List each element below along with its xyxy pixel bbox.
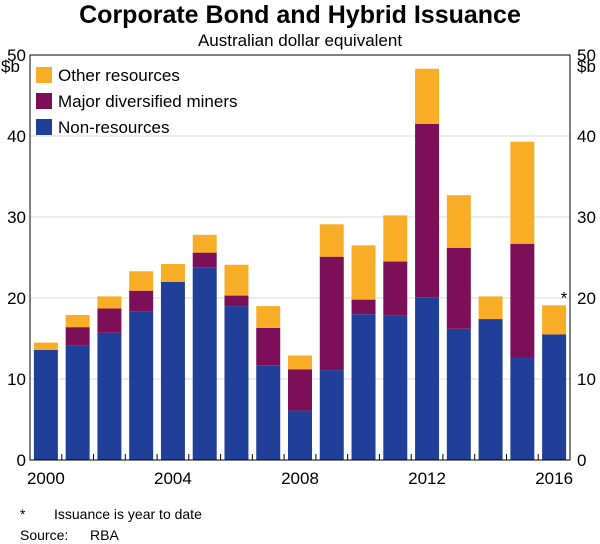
bar-non-resources-2000 [33,349,58,460]
bar-major-diversified-miners-2007 [256,327,281,366]
bar-other-resources-2015 [510,141,535,244]
bar-non-resources-2005 [192,267,217,460]
bar-non-resources-2013 [446,328,471,460]
y-tick-label-right: 10 [577,370,596,389]
bar-other-resources-2001 [65,315,90,328]
bar-other-resources-2002 [97,296,122,309]
bar-non-resources-2007 [256,365,281,460]
bar-major-diversified-miners-2010 [351,299,376,315]
legend-label: Major diversified miners [58,92,238,111]
y-tick-label-right: 30 [577,208,596,227]
bar-non-resources-2001 [65,345,90,460]
source-text: RBA [90,527,119,543]
footnote-text: Issuance is year to date [54,506,202,522]
plot-frame [29,54,571,461]
bar-non-resources-2004 [160,281,185,460]
source-label: Source: [20,527,69,543]
bar-major-diversified-miners-2015 [510,243,535,358]
y-tick-label-right: 0 [577,451,586,470]
axes: 0 0 10 10 20 20 30 30 40 40 50 50 2000 2004 2008 2012 20… [7,46,596,488]
bar-non-resources-2006 [224,306,249,460]
legend-swatch [36,93,52,109]
bar-non-resources-2016 [542,334,567,460]
bar-non-resources-2010 [351,314,376,460]
footnote: * Issuance is year to date [20,505,202,523]
bar-major-diversified-miners-2006 [224,295,249,307]
bar-non-resources-2015 [510,357,535,460]
x-tick-label: 2004 [154,469,192,488]
legend-swatch [36,119,52,135]
bar-other-resources-2012 [415,68,440,124]
bar-major-diversified-miners-2011 [383,261,408,316]
y-tick-label-left: 40 [7,127,26,146]
legend-label: Non-resources [58,118,170,137]
bar-other-resources-2006 [224,264,249,296]
bar-major-diversified-miners-2002 [97,308,122,333]
bar-other-resources-2007 [256,306,281,328]
annotation-year-to-date: * [561,288,568,307]
bar-other-resources-2016 [542,305,567,335]
bar-non-resources-2014 [478,319,503,460]
source-note: Source: RBA [20,526,119,544]
bar-other-resources-2004 [160,263,185,282]
y-axis-label-right: $b [577,57,596,76]
footnote-mark: * [20,506,26,522]
bar-other-resources-2000 [33,342,58,350]
y-tick-label-left: 50 [7,46,26,65]
bar-major-diversified-miners-2003 [129,290,154,312]
bar-non-resources-2011 [383,315,408,460]
legend-label: Other resources [58,66,180,85]
x-tick-label: 2000 [27,469,65,488]
y-tick-label-right: 20 [577,289,596,308]
chart-title: Corporate Bond and Hybrid Issuance [79,1,521,29]
chart-subtitle: Australian dollar equivalent [197,31,403,50]
bar-other-resources-2011 [383,215,408,262]
y-tick-label-left: 20 [7,289,26,308]
bar-non-resources-2002 [97,332,122,460]
legend: Other resources Major diversified miners N… [36,66,238,137]
bars [33,68,567,460]
bar-non-resources-2009 [319,370,344,460]
bar-non-resources-2008 [288,410,312,460]
bar-other-resources-2009 [319,224,344,257]
bar-major-diversified-miners-2013 [446,247,471,329]
bar-other-resources-2008 [288,355,312,370]
bar-major-diversified-miners-2009 [319,256,344,371]
bar-non-resources-2012 [415,297,440,460]
bar-other-resources-2014 [478,296,503,320]
bar-major-diversified-miners-2008 [288,369,312,411]
y-tick-label-left: 0 [17,451,26,470]
y-axis-label-left: $b [1,57,20,76]
legend-swatch [36,67,52,83]
y-tick-label-right: 40 [577,127,596,146]
y-tick-label-left: 30 [7,208,26,227]
bar-major-diversified-miners-2001 [65,327,90,346]
y-tick-label-right: 50 [577,46,596,65]
bar-other-resources-2013 [446,195,471,248]
bar-other-resources-2003 [129,271,154,291]
bar-non-resources-2003 [129,311,154,460]
x-tick-label: 2016 [535,469,573,488]
bar-other-resources-2005 [192,234,217,253]
bar-other-resources-2010 [351,245,376,300]
bar-major-diversified-miners-2012 [415,123,440,298]
y-tick-label-left: 10 [7,370,26,389]
x-tick-label: 2012 [408,469,446,488]
bar-major-diversified-miners-2005 [192,252,217,268]
x-tick-label: 2008 [281,469,319,488]
